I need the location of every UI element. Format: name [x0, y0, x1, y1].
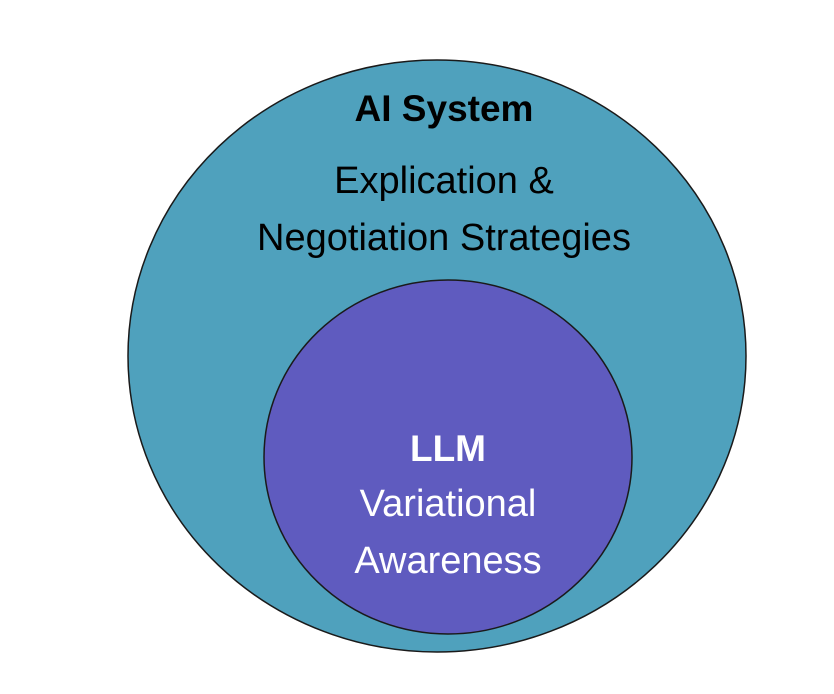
- ai-system-line-2: Negotiation Strategies: [257, 217, 631, 259]
- llm-title: LLM: [409, 428, 487, 469]
- inner-circle-llm: [263, 279, 633, 635]
- ai-system-line-1: Explication &: [334, 160, 554, 202]
- ai-system-title: AI System: [354, 88, 534, 129]
- llm-line-1: Variational: [359, 483, 537, 525]
- llm-line-2: Awareness: [354, 540, 542, 582]
